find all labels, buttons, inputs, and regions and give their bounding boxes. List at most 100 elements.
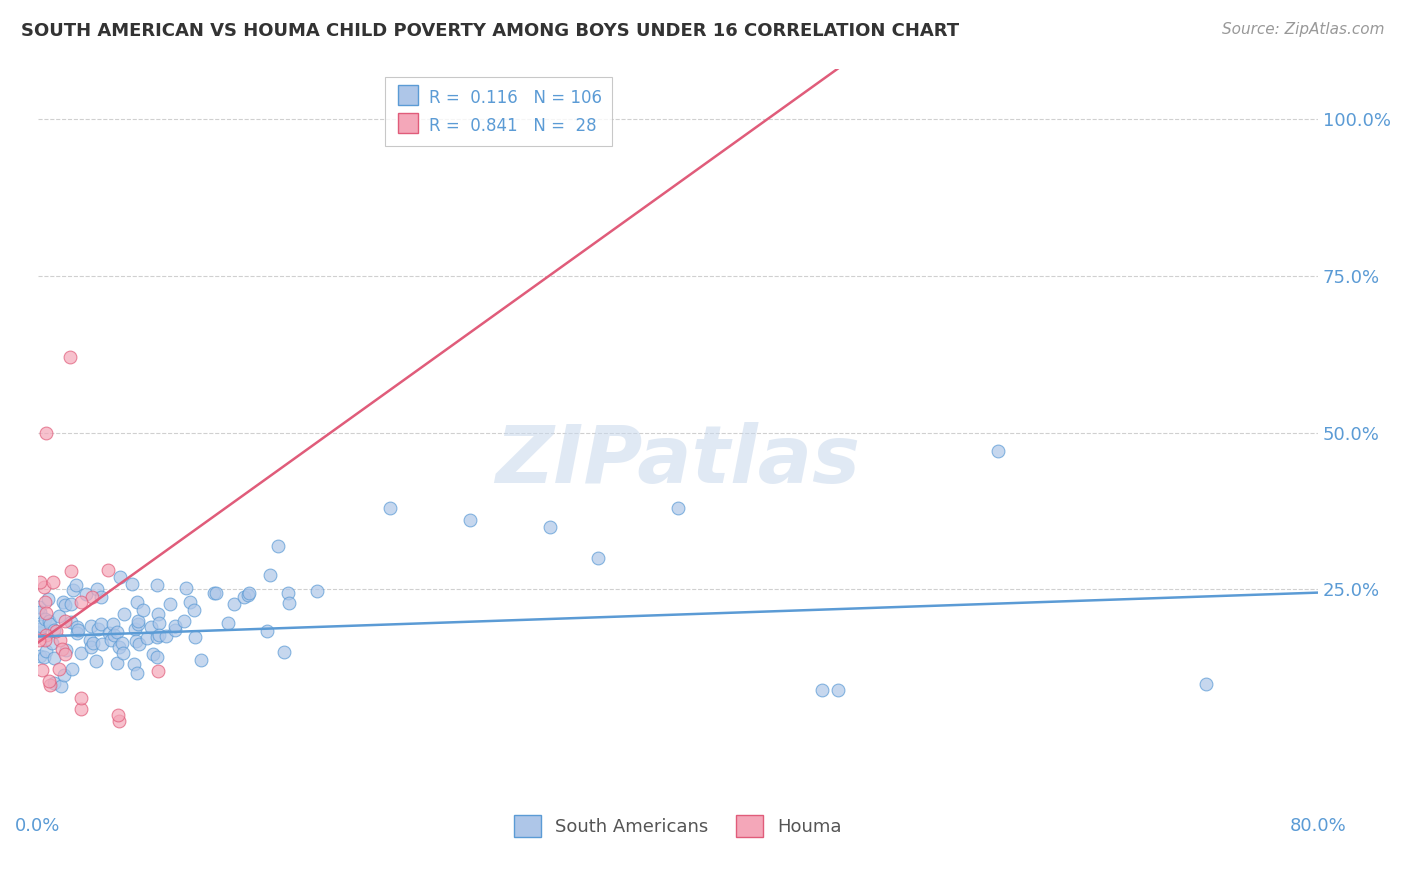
Point bbox=[53, 647, 76, 661]
Point bbox=[91, 637, 114, 651]
Point bbox=[86, 582, 108, 597]
Point bbox=[163, 619, 186, 633]
Point bbox=[107, 708, 129, 723]
Point bbox=[34, 632, 56, 647]
Point bbox=[112, 647, 135, 661]
Point bbox=[35, 628, 58, 642]
Point bbox=[131, 603, 153, 617]
Point bbox=[34, 649, 56, 664]
Point bbox=[222, 597, 245, 611]
Point bbox=[49, 632, 72, 647]
Point bbox=[90, 591, 112, 605]
Point bbox=[42, 676, 65, 690]
Point bbox=[148, 628, 170, 642]
Point bbox=[69, 701, 91, 715]
Point bbox=[184, 630, 207, 644]
Point bbox=[146, 607, 169, 621]
Point bbox=[238, 585, 260, 599]
Point bbox=[38, 614, 60, 628]
Point bbox=[69, 646, 91, 660]
Point bbox=[141, 619, 163, 633]
Point bbox=[136, 631, 159, 645]
Point bbox=[31, 663, 53, 677]
Point bbox=[70, 691, 93, 706]
Point bbox=[146, 630, 169, 644]
Point bbox=[66, 620, 89, 634]
Point bbox=[27, 625, 49, 640]
Point bbox=[34, 595, 56, 609]
Point bbox=[159, 597, 181, 611]
Point bbox=[82, 635, 104, 649]
Point bbox=[53, 668, 76, 682]
Point bbox=[277, 585, 299, 599]
Point bbox=[125, 595, 148, 609]
Point bbox=[28, 626, 51, 640]
Point bbox=[148, 616, 170, 631]
Point bbox=[60, 564, 83, 578]
Point bbox=[811, 682, 834, 697]
Point bbox=[163, 623, 186, 637]
Point bbox=[30, 619, 52, 633]
Point bbox=[183, 603, 205, 617]
Point bbox=[34, 580, 56, 594]
Point bbox=[105, 625, 128, 640]
Point bbox=[236, 588, 259, 602]
Point bbox=[97, 563, 120, 577]
Point bbox=[307, 584, 329, 599]
Point bbox=[48, 662, 70, 676]
Point bbox=[28, 600, 51, 615]
Point bbox=[51, 641, 73, 656]
Point bbox=[49, 679, 72, 693]
Point bbox=[128, 614, 150, 628]
Point bbox=[273, 645, 295, 659]
Point bbox=[103, 628, 125, 642]
Point bbox=[38, 673, 60, 688]
Point bbox=[59, 597, 82, 611]
Point bbox=[60, 615, 83, 629]
Point bbox=[145, 649, 167, 664]
Point bbox=[41, 575, 63, 590]
Point bbox=[44, 651, 66, 665]
Point bbox=[278, 596, 301, 610]
Point bbox=[586, 551, 609, 566]
Point bbox=[125, 665, 148, 680]
Point bbox=[146, 664, 169, 678]
Point bbox=[60, 662, 83, 676]
Point bbox=[27, 633, 49, 648]
Point bbox=[146, 577, 169, 591]
Point bbox=[30, 649, 52, 664]
Point bbox=[35, 644, 58, 658]
Point bbox=[52, 595, 75, 609]
Point bbox=[87, 622, 110, 636]
Point bbox=[34, 606, 56, 620]
Point bbox=[79, 633, 101, 648]
Point bbox=[41, 636, 63, 650]
Point bbox=[90, 617, 112, 632]
Point bbox=[217, 616, 239, 631]
Point bbox=[173, 614, 195, 628]
Point bbox=[53, 598, 76, 612]
Point bbox=[107, 714, 129, 729]
Point bbox=[97, 626, 120, 640]
Point bbox=[155, 629, 177, 643]
Point bbox=[141, 647, 163, 661]
Point bbox=[34, 612, 56, 626]
Point bbox=[128, 637, 150, 651]
Point bbox=[42, 623, 65, 637]
Point bbox=[205, 585, 228, 599]
Point bbox=[45, 624, 67, 638]
Point bbox=[538, 519, 561, 533]
Point bbox=[458, 513, 481, 527]
Point bbox=[378, 500, 401, 515]
Point bbox=[65, 578, 87, 592]
Point bbox=[190, 652, 212, 666]
Point bbox=[39, 678, 62, 692]
Point bbox=[48, 609, 70, 624]
Point bbox=[82, 590, 104, 604]
Point bbox=[55, 614, 77, 628]
Point bbox=[232, 590, 254, 604]
Point bbox=[111, 636, 134, 650]
Point bbox=[179, 595, 201, 609]
Point bbox=[176, 581, 198, 595]
Point bbox=[267, 539, 290, 553]
